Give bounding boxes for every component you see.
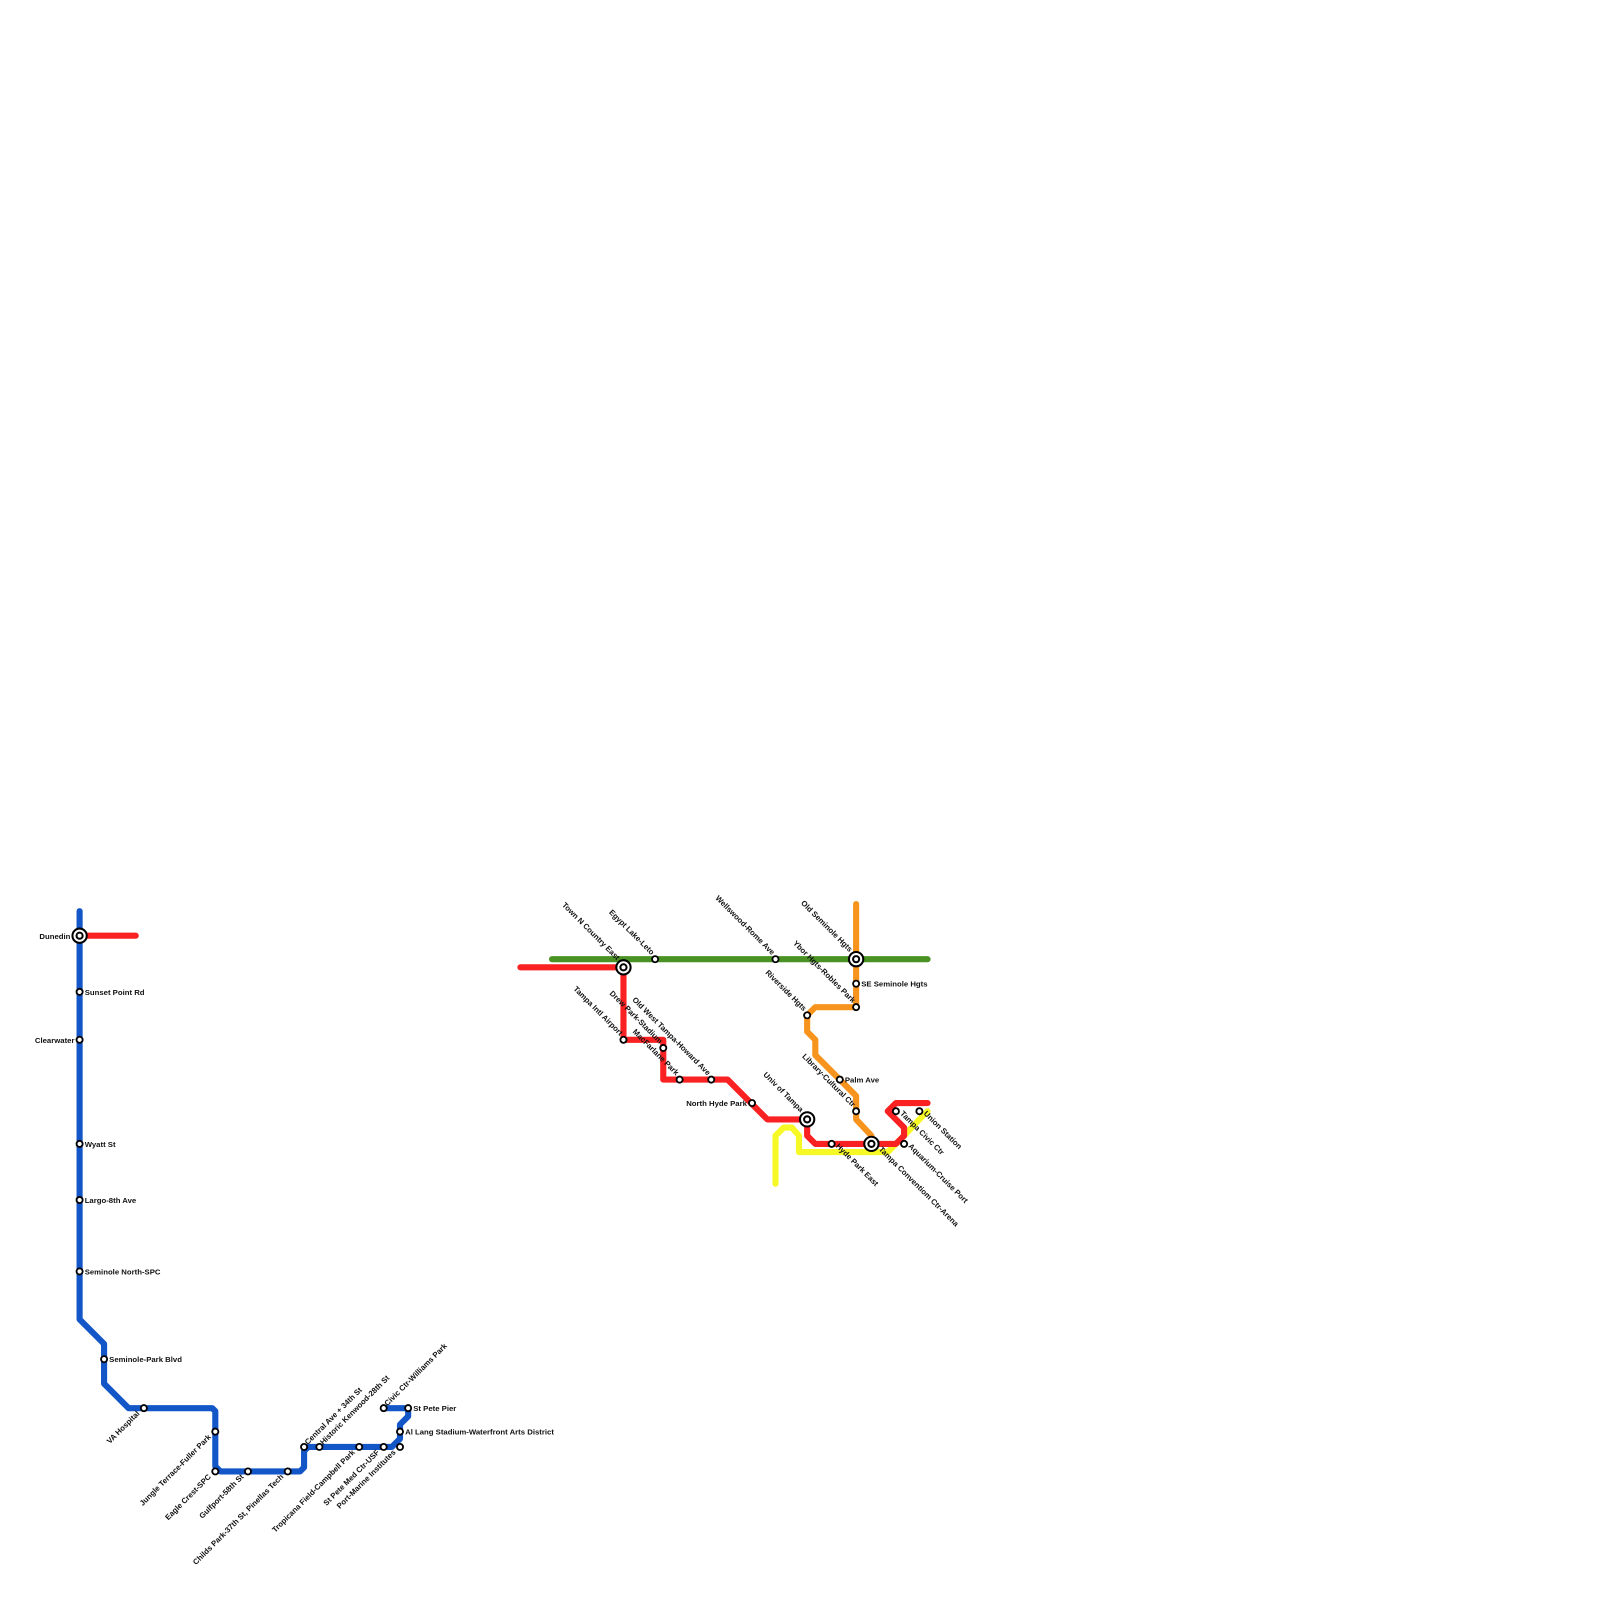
station-label: Seminole-Park Blvd <box>109 1355 182 1364</box>
interchange-marker-inner <box>867 1139 876 1148</box>
station-historic-kenwood-28th-st[interactable]: Historic Kenwood-28th St <box>315 1373 392 1451</box>
station-label: Riverside Hgts <box>764 968 809 1013</box>
station-marker <box>891 1107 900 1116</box>
station-marker <box>915 1107 924 1116</box>
station-wellswood-rome-ave[interactable]: Wellswood-Rome Ave <box>714 894 780 964</box>
station-sunset-point-rd[interactable]: Sunset Point Rd <box>75 987 145 997</box>
interchange-marker-inner <box>803 1115 812 1124</box>
station-civic-ctr-williams-park[interactable]: Civic Ctr-Williams Park <box>379 1341 450 1413</box>
station-marker <box>300 1442 309 1451</box>
station-north-hyde-park[interactable]: North Hyde Park <box>686 1099 757 1108</box>
station-palm-ave[interactable]: Palm Ave <box>835 1075 880 1085</box>
station-marker <box>748 1099 757 1108</box>
interchange-marker-inner <box>75 931 84 940</box>
station-marker <box>900 1139 909 1148</box>
station-dunedin[interactable]: Dunedin <box>39 927 88 944</box>
station-al-lang-stadium-waterfront-arts-district[interactable]: Al Lang Stadium-Waterfront Arts District <box>396 1427 554 1437</box>
station-marker <box>827 1139 836 1148</box>
station-marker <box>379 1404 388 1413</box>
station-marker <box>852 1003 861 1012</box>
station-marker <box>75 1196 84 1204</box>
station-st-pete-pier[interactable]: St Pete Pier <box>404 1404 456 1413</box>
station-marker <box>139 1404 148 1413</box>
station-central-ave-34th-st[interactable]: Central Ave + 34th St <box>300 1385 364 1451</box>
station-label: North Hyde Park <box>686 1099 747 1108</box>
station-label: Sunset Point Rd <box>85 988 145 997</box>
station-marker <box>75 987 84 996</box>
station-marker <box>771 955 780 964</box>
station-label: Old Seminole Hgts <box>799 899 854 954</box>
station-label: Seminole North-SPC <box>85 1267 161 1276</box>
station-marker <box>211 1427 220 1436</box>
station-tropicana-field-campbell-park[interactable]: Tropicana Field-Campbell Park <box>270 1442 364 1534</box>
station-marker <box>619 1035 628 1044</box>
interchange-marker-inner <box>852 955 861 964</box>
station-marker <box>404 1404 413 1413</box>
station-marker <box>803 1011 812 1020</box>
station-clearwater[interactable]: Clearwater <box>35 1035 84 1045</box>
station-label: Clearwater <box>35 1036 75 1045</box>
station-marker <box>396 1442 404 1451</box>
station-seminole-north-spc[interactable]: Seminole North-SPC <box>75 1267 161 1276</box>
station-marker <box>651 955 660 964</box>
station-marker <box>379 1442 388 1451</box>
station-jungle-terrace-fuller-park[interactable]: Jungle Terrace-Fuller Park <box>138 1427 220 1508</box>
station-marker <box>355 1442 364 1451</box>
station-label: Dunedin <box>39 932 70 941</box>
station-label: Palm Ave <box>845 1076 880 1085</box>
station-label: Wellswood-Rome Ave <box>714 894 778 958</box>
station-label: Wyatt St <box>85 1140 116 1149</box>
station-wyatt-st[interactable]: Wyatt St <box>75 1139 116 1149</box>
station-label: Al Lang Stadium-Waterfront Arts District <box>405 1428 554 1437</box>
line-yellow <box>772 1108 931 1187</box>
station-marker <box>243 1467 252 1476</box>
station-marker <box>396 1427 404 1436</box>
station-town-n-country-east[interactable]: Town N Country East <box>560 900 632 976</box>
station-se-seminole-hgts[interactable]: SE Seminole Hgts <box>852 979 928 989</box>
station-marker <box>283 1467 292 1476</box>
station-largo-8th-ave[interactable]: Largo-8th Ave <box>75 1196 137 1205</box>
stations-layer: Dunedin Sunset Point Rd Clearwater Wyatt St… <box>35 894 970 1567</box>
station-seminole-park-blvd[interactable]: Seminole-Park Blvd <box>100 1355 182 1364</box>
station-label: St Pete Pier <box>413 1404 456 1413</box>
station-marker <box>75 1035 84 1044</box>
station-label: Univ of Tampa <box>761 1070 805 1114</box>
station-marker <box>852 979 861 988</box>
station-marker <box>675 1075 684 1084</box>
line-orange <box>804 901 875 1147</box>
station-label: Jungle Terrace-Fuller Park <box>138 1432 214 1508</box>
station-marker <box>315 1442 324 1451</box>
station-label: SE Seminole Hgts <box>861 980 927 989</box>
line-blue <box>76 908 412 1475</box>
station-marker <box>835 1075 844 1084</box>
station-marker <box>707 1075 716 1084</box>
station-marker <box>852 1107 861 1116</box>
station-label: VA Hospital <box>105 1409 142 1446</box>
station-marker <box>100 1355 109 1364</box>
station-marker <box>75 1267 84 1276</box>
station-label: Largo-8th Ave <box>85 1196 137 1205</box>
station-marker <box>211 1467 220 1476</box>
station-label: Civic Ctr-Williams Park <box>383 1341 450 1408</box>
interchange-marker-inner <box>619 963 628 972</box>
station-marker <box>659 1043 668 1052</box>
lines-layer <box>76 901 931 1475</box>
station-marker <box>75 1139 84 1148</box>
station-riverside-hgts[interactable]: Riverside Hgts <box>764 968 812 1020</box>
